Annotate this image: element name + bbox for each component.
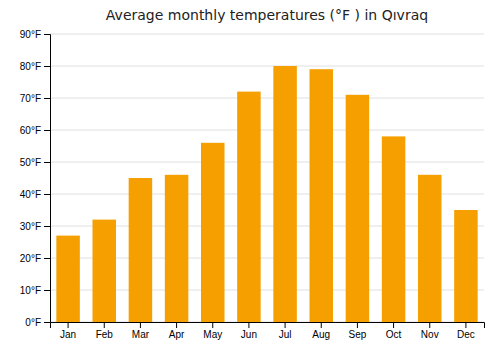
bar (418, 175, 442, 322)
y-tick-label: 10°F (20, 285, 41, 296)
x-tick-mark (285, 322, 286, 328)
grid-line (50, 66, 484, 67)
y-tick: 60°F (20, 125, 50, 136)
y-tick-mark (44, 194, 50, 195)
x-tick-label: Aug (312, 329, 330, 340)
x-tick: May (203, 322, 222, 340)
grid (50, 34, 484, 322)
bar (201, 143, 225, 322)
x-tick-label: Sep (349, 329, 367, 340)
x-tick-mark (465, 322, 466, 328)
x-tick-mark (393, 322, 394, 328)
bar (273, 66, 297, 322)
y-tick-mark (44, 226, 50, 227)
y-tick-label: 70°F (20, 93, 41, 104)
y-tick-mark (44, 98, 50, 99)
y-tick-label: 20°F (20, 253, 41, 264)
y-tick-label: 0°F (25, 317, 41, 328)
y-tick-mark (44, 162, 50, 163)
grid-line (50, 130, 484, 131)
y-axis-line (44, 35, 51, 323)
x-tick-mark (176, 322, 177, 328)
x-tick-mark (68, 322, 69, 328)
x-tick: Dec (457, 322, 475, 340)
x-tick: Jan (60, 322, 76, 340)
x-tick: Sep (349, 322, 367, 340)
grid-line (50, 98, 484, 99)
x-tick: Jul (279, 322, 292, 340)
grid-line (50, 162, 484, 163)
y-tick-mark (44, 34, 50, 35)
y-tick-mark (44, 66, 50, 67)
y-tick: 10°F (20, 285, 50, 296)
bar (92, 220, 116, 322)
y-tick: 20°F (20, 253, 50, 264)
x-tick-mark (212, 322, 213, 328)
x-tick-label: May (203, 329, 222, 340)
y-tick: 30°F (20, 221, 50, 232)
y-tick-mark (44, 258, 50, 259)
bar (129, 178, 153, 322)
x-tick-label: Jun (241, 329, 257, 340)
x-tick-mark (357, 322, 358, 328)
bar (237, 92, 261, 322)
y-tick-label: 40°F (20, 189, 41, 200)
bar (309, 69, 333, 322)
y-tick: 80°F (20, 61, 50, 72)
bar (346, 95, 370, 322)
bar (382, 136, 406, 322)
chart-title: Average monthly temperatures (°F ) in Qı… (106, 7, 428, 23)
y-tick: 50°F (20, 157, 50, 168)
y-tick-mark (44, 290, 50, 291)
x-tick-mark (429, 322, 430, 328)
x-tick-mark (248, 322, 249, 328)
y-tick: 90°F (20, 29, 50, 40)
x-tick-label: Jan (60, 329, 76, 340)
x-tick-label: Feb (96, 329, 114, 340)
bars (56, 66, 477, 322)
x-tick: Feb (96, 322, 114, 340)
y-tick-label: 60°F (20, 125, 41, 136)
y-tick: 40°F (20, 189, 50, 200)
x-tick: Mar (132, 322, 150, 340)
chart-container: Average monthly temperatures (°F ) in Qı… (0, 0, 500, 350)
x-tick-label: Dec (457, 329, 475, 340)
x-tick-label: Mar (132, 329, 150, 340)
y-tick-label: 50°F (20, 157, 41, 168)
x-tick-label: Nov (421, 329, 439, 340)
y-tick-label: 80°F (20, 61, 41, 72)
x-tick-mark (140, 322, 141, 328)
x-tick: Apr (169, 322, 185, 340)
y-tick-mark (44, 130, 50, 131)
y-tick-mark (44, 322, 50, 323)
y-tick-label: 30°F (20, 221, 41, 232)
x-axis-line (51, 323, 485, 329)
bar (56, 236, 80, 322)
x-tick: Nov (421, 322, 439, 340)
plot-area: 0°F 10°F 20°F 30°F 40°F 50°F 60°F 70°F 80°F 90°F J… (20, 29, 485, 340)
y-axis: 0°F 10°F 20°F 30°F 40°F 50°F 60°F 70°F 80°F 90°F (20, 29, 51, 328)
x-tick-mark (104, 322, 105, 328)
x-tick: Aug (312, 322, 330, 340)
x-axis: Jan Feb Mar Apr May Jun Jul Aug Sep Oct Nov Dec (51, 322, 485, 340)
y-tick: 0°F (25, 317, 50, 328)
x-tick-label: Jul (279, 329, 292, 340)
x-tick-label: Apr (169, 329, 185, 340)
y-tick: 70°F (20, 93, 50, 104)
chart-svg: Average monthly temperatures (°F ) in Qı… (0, 0, 500, 350)
y-tick-label: 90°F (20, 29, 41, 40)
x-tick-label: Oct (386, 329, 402, 340)
bar (165, 175, 189, 322)
x-tick-mark (321, 322, 322, 328)
x-tick: Oct (386, 322, 402, 340)
bar (454, 210, 478, 322)
x-tick: Jun (241, 322, 257, 340)
grid-line (50, 34, 484, 35)
